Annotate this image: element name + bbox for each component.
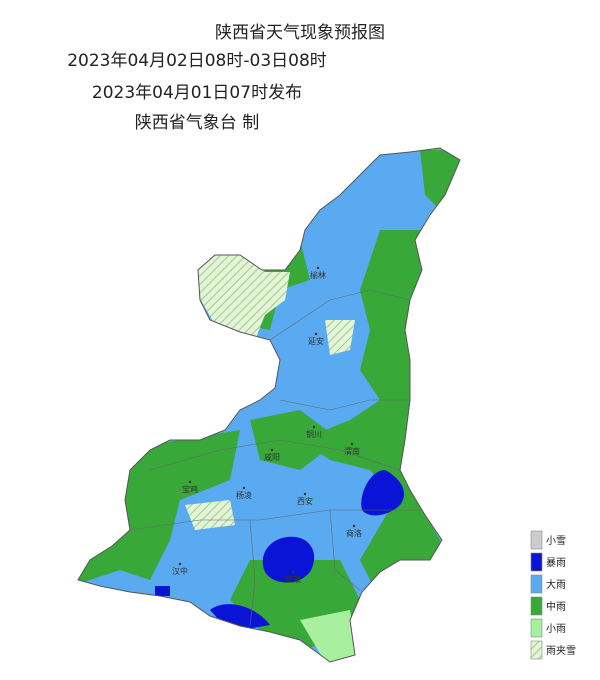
- city-label: 西安: [297, 496, 313, 506]
- city-label: 商洛: [346, 528, 362, 538]
- city-dot: [316, 266, 320, 270]
- legend-label: 小雨: [546, 623, 566, 635]
- legend-swatch: [530, 530, 543, 550]
- issuer: 陕西省气象台 制: [135, 113, 259, 133]
- city-label: 汉中: [172, 566, 188, 576]
- weather-area: [300, 230, 440, 600]
- legend-swatch: [530, 618, 543, 638]
- city-dot: [291, 570, 295, 574]
- weather-area: [185, 500, 235, 530]
- city-label: 渭南: [344, 446, 360, 456]
- city-label: 安康: [285, 574, 301, 584]
- legend-label: 暴雨: [546, 557, 566, 569]
- city-dot: [188, 480, 192, 484]
- weather-area: [262, 536, 315, 583]
- city-label: 咸阳: [264, 452, 280, 462]
- legend-label: 中雨: [546, 600, 566, 613]
- weather-area: [300, 610, 358, 662]
- city-borders: [129, 289, 420, 627]
- city-label: 杨凌: [236, 490, 252, 500]
- weather-area: [250, 410, 340, 470]
- period: 2023年04月02日08时-03日08时: [67, 51, 327, 71]
- city-dot: [242, 486, 246, 490]
- legend-swatch: [530, 574, 543, 594]
- legend-label: 大雨: [546, 578, 566, 591]
- city-dot: [312, 425, 316, 429]
- city-label: 延安: [308, 336, 324, 346]
- weather-area: [195, 255, 290, 340]
- city-dot: [350, 442, 354, 446]
- issued: 2023年04月01日07时发布: [92, 83, 302, 103]
- city-label: 宝鸡: [182, 484, 198, 494]
- legend-swatch: [530, 596, 543, 616]
- legend-swatch: [530, 640, 543, 660]
- weather-area: [361, 470, 405, 516]
- city-dot: [178, 562, 182, 566]
- city-dot: [303, 492, 307, 496]
- city-dot: [314, 332, 318, 336]
- legend-label: 雨夹雪: [546, 644, 576, 657]
- weather-area: [325, 320, 355, 355]
- weather-area: [155, 586, 170, 596]
- city-label: 榆林: [310, 270, 326, 280]
- legend-label: 小雪: [546, 535, 566, 547]
- legend-swatch: [530, 552, 543, 572]
- title: 陕西省天气现象预报图: [215, 23, 385, 43]
- city-label: 铜川: [306, 429, 322, 439]
- city-dot: [352, 524, 356, 528]
- city-dot: [270, 448, 274, 452]
